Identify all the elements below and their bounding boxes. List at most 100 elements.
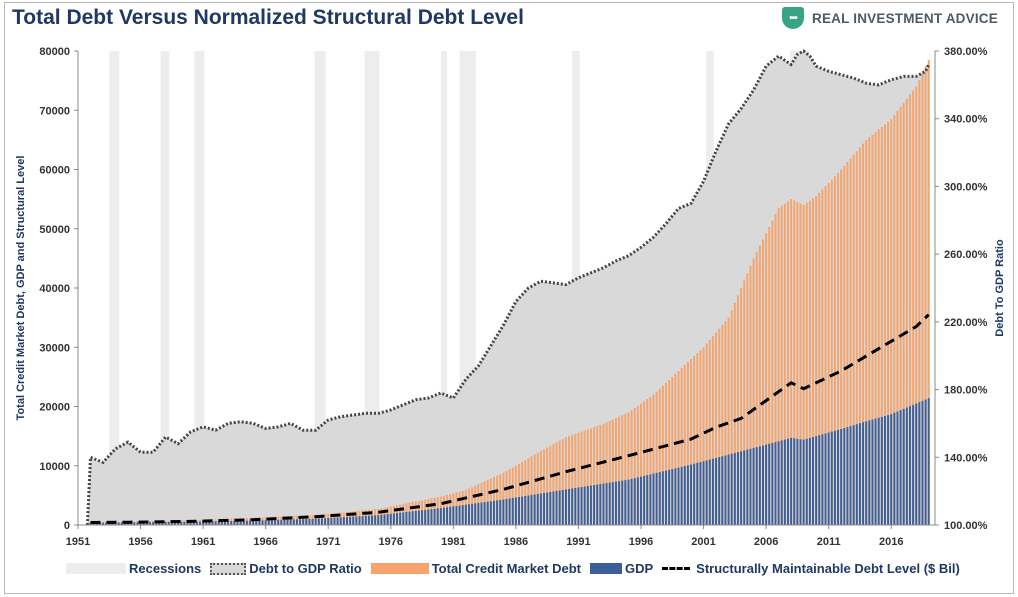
gdp-bar-220 (777, 441, 780, 525)
debt-bar-183 (661, 385, 664, 525)
y-tick-label-3: 30000 (39, 342, 70, 354)
gdp-bar-122 (471, 503, 474, 525)
gdp-bar-4 (102, 522, 104, 525)
gdp-bar-18 (145, 522, 148, 525)
gdp-bar-72 (314, 518, 317, 525)
gdp-bar-189 (680, 466, 683, 525)
gdp-bar-176 (640, 476, 642, 525)
y2-tick-label-0: 100.00% (944, 520, 988, 532)
debt-bar-186 (671, 376, 674, 526)
gdp-bar-69 (305, 519, 308, 525)
gdp-bar-241 (843, 428, 846, 525)
gdp-bar-154 (571, 488, 574, 525)
legend-swatch-recessions (66, 563, 126, 574)
gdp-bar-196 (702, 461, 705, 525)
gdp-bar-47 (236, 521, 239, 525)
debt-bar-245 (855, 150, 858, 526)
gdp-bar-55 (261, 520, 264, 525)
y-tick-label-6: 60000 (39, 165, 70, 177)
gdp-bar-56 (264, 520, 267, 525)
y-tick-label-2: 20000 (39, 402, 70, 414)
debt-bar-219 (774, 214, 777, 525)
debt-bar-200 (715, 332, 718, 525)
debt-bar-222 (783, 203, 786, 525)
debt-bar-259 (899, 106, 902, 526)
gdp-bar-49 (242, 520, 245, 525)
gdp-bar-129 (493, 500, 495, 525)
gdp-bar-169 (618, 481, 621, 525)
gdp-bar-39 (211, 521, 214, 525)
debt-bar-153 (568, 436, 571, 525)
gdp-bar-183 (661, 471, 664, 525)
gdp-bar-105 (417, 510, 420, 525)
gdp-bar-251 (874, 418, 877, 525)
gdp-bar-98 (396, 513, 398, 525)
gdp-bar-208 (740, 451, 743, 525)
legend-swatch-structural (662, 567, 691, 570)
gdp-bar-53 (255, 520, 258, 525)
gdp-bar-170 (621, 480, 624, 525)
gdp-bar-192 (690, 464, 693, 525)
debt-bar-231 (812, 198, 814, 525)
gdp-bar-8 (114, 522, 117, 525)
gdp-bar-63 (286, 519, 289, 525)
gdp-bar-30 (183, 521, 186, 525)
gdp-bar-182 (658, 472, 661, 525)
debt-bar-136 (514, 465, 517, 525)
debt-bar-178 (646, 399, 649, 525)
debt-bar-241 (843, 165, 846, 526)
debt-bar-182 (658, 388, 661, 525)
x-tick-label-0: 1951 (66, 536, 90, 548)
debt-bar-163 (599, 424, 602, 525)
debt-bar-160 (589, 428, 592, 525)
gdp-bar-126 (483, 502, 486, 525)
gdp-bar-163 (599, 484, 602, 525)
debt-bar-167 (611, 419, 614, 525)
gdp-bar-248 (865, 421, 868, 525)
gdp-bar-231 (812, 437, 814, 525)
gdp-bar-116 (452, 506, 455, 525)
gdp-bar-181 (655, 472, 658, 525)
gdp-bar-174 (633, 478, 636, 525)
gdp-bar-91 (374, 515, 377, 525)
gdp-bars-group (89, 398, 930, 526)
gdp-bar-203 (724, 455, 727, 525)
gdp-bar-152 (564, 489, 567, 525)
debt-bar-176 (640, 403, 642, 525)
debt-bar-220 (777, 208, 780, 525)
debt-bar-221 (780, 205, 783, 526)
gdp-bar-123 (474, 503, 477, 525)
debt-bar-196 (702, 347, 705, 525)
gdp-bar-159 (586, 486, 589, 525)
gdp-bar-264 (915, 403, 918, 525)
gdp-bar-57 (267, 520, 270, 525)
debt-bar-150 (558, 440, 561, 525)
debt-bar-174 (633, 407, 636, 525)
legend-swatch-debt (370, 563, 429, 574)
gdp-bar-171 (624, 480, 627, 525)
gdp-bar-146 (546, 492, 549, 525)
gdp-bar-239 (837, 429, 840, 525)
gdp-bar-227 (799, 439, 802, 525)
debt-bar-247 (862, 143, 865, 525)
debt-bar-208 (740, 288, 743, 525)
debt-bar-230 (808, 200, 811, 526)
gdp-bar-262 (909, 406, 911, 525)
gdp-bar-40 (214, 521, 217, 525)
gdp-bar-161 (593, 485, 596, 525)
gdp-bar-237 (830, 431, 833, 525)
gdp-bar-133 (505, 499, 508, 525)
debt-bar-233 (818, 192, 821, 525)
legend-label-ratio: Debt to GDP Ratio (249, 561, 362, 576)
gdp-bar-13 (130, 522, 133, 525)
debt-bar-223 (787, 201, 789, 525)
gdp-bar-148 (552, 491, 555, 525)
gdp-bar-258 (896, 411, 899, 525)
gdp-bar-99 (399, 512, 402, 525)
debt-bar-199 (711, 336, 714, 525)
debt-bar-234 (821, 189, 824, 525)
debt-bar-192 (690, 359, 693, 525)
gdp-bar-132 (502, 499, 505, 525)
gdp-bar-134 (508, 498, 511, 525)
debt-bar-205 (730, 310, 733, 525)
